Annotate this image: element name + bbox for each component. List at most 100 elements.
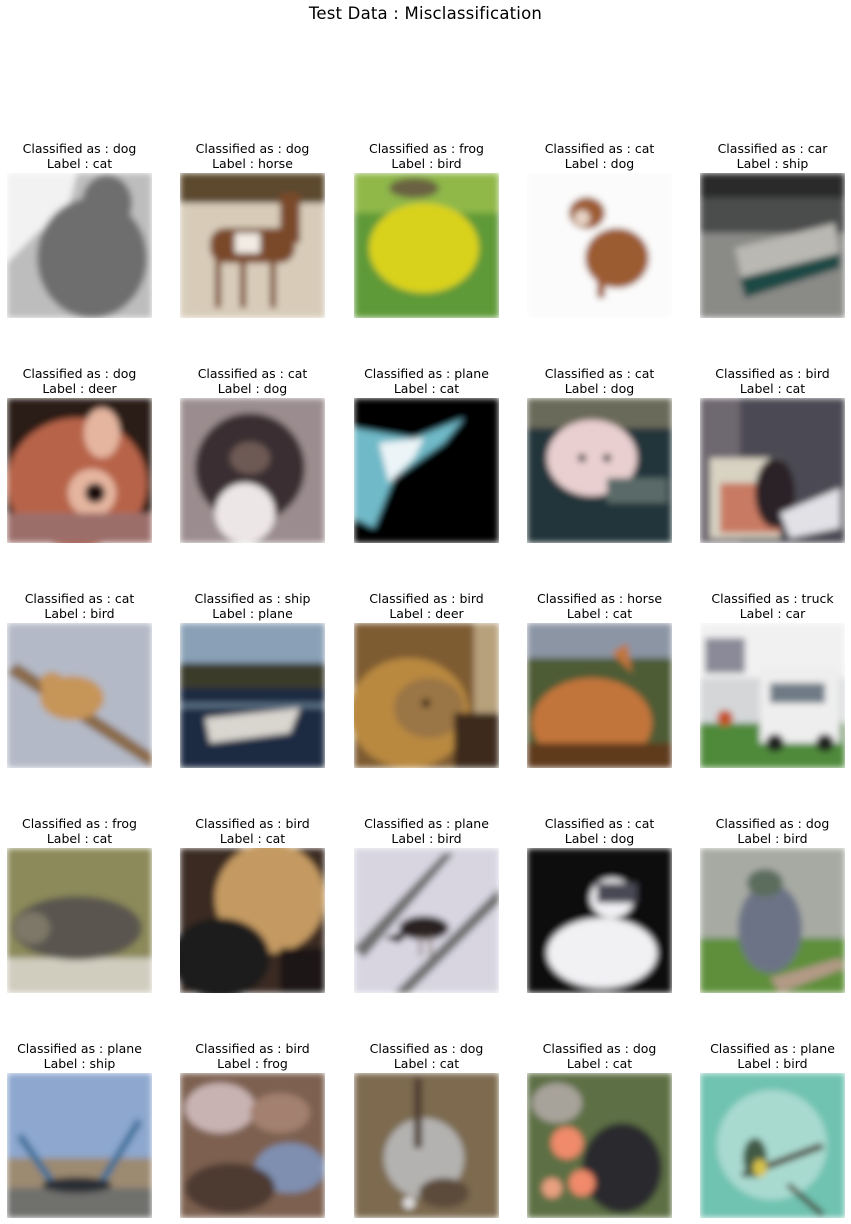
sample-image xyxy=(700,1073,845,1218)
true-label-text: Label : deer xyxy=(389,606,464,621)
thumbnail-caption: Classified as : horse Label : cat xyxy=(507,591,692,621)
classified-as-text: Classified as : bird xyxy=(369,591,484,606)
sample-image xyxy=(7,848,152,993)
true-label-text: Label : plane xyxy=(212,606,293,621)
sample-image xyxy=(700,848,845,993)
sample-image xyxy=(354,623,499,768)
thumbnail-caption: Classified as : bird Label : cat xyxy=(680,366,851,396)
true-label-text: Label : frog xyxy=(217,1056,288,1071)
true-label-text: Label : car xyxy=(739,606,806,621)
classified-as-text: Classified as : plane xyxy=(710,1041,835,1056)
thumbnail-caption: Classified as : bird Label : cat xyxy=(160,816,345,846)
true-label-text: Label : ship xyxy=(736,156,809,171)
thumbnail-caption: Classified as : dog Label : cat xyxy=(0,141,172,171)
classified-as-text: Classified as : bird xyxy=(715,366,830,381)
classified-as-text: Classified as : dog xyxy=(542,1041,657,1056)
classified-as-text: Classified as : cat xyxy=(544,366,655,381)
classified-as-text: Classified as : truck xyxy=(711,591,834,606)
true-label-text: Label : cat xyxy=(566,606,633,621)
sample-image xyxy=(7,398,152,543)
thumbnail-caption: Classified as : dog Label : deer xyxy=(0,366,172,396)
classified-as-text: Classified as : bird xyxy=(195,816,310,831)
sample-image xyxy=(700,623,845,768)
true-label-text: Label : dog xyxy=(564,156,635,171)
true-label-text: Label : dog xyxy=(217,381,288,396)
classified-as-text: Classified as : bird xyxy=(195,1041,310,1056)
thumbnail-caption: Classified as : dog Label : cat xyxy=(334,1041,519,1071)
true-label-text: Label : bird xyxy=(737,1056,808,1071)
classified-as-text: Classified as : cat xyxy=(24,591,135,606)
sample-image xyxy=(7,173,152,318)
figure-title: Test Data : Misclassification xyxy=(308,4,543,23)
classified-as-text: Classified as : cat xyxy=(544,141,655,156)
thumbnail-caption: Classified as : plane Label : ship xyxy=(0,1041,172,1071)
thumbnail-caption: Classified as : cat Label : dog xyxy=(507,816,692,846)
classified-as-text: Classified as : plane xyxy=(17,1041,142,1056)
sample-image xyxy=(527,623,672,768)
thumbnail-caption: Classified as : bird Label : frog xyxy=(160,1041,345,1071)
classified-as-text: Classified as : cat xyxy=(544,816,655,831)
thumbnail-caption: Classified as : dog Label : bird xyxy=(680,816,851,846)
thumbnail-caption: Classified as : cat Label : dog xyxy=(507,366,692,396)
true-label-text: Label : bird xyxy=(44,606,115,621)
thumbnail-caption: Classified as : cat Label : dog xyxy=(160,366,345,396)
classified-as-text: Classified as : car xyxy=(717,141,828,156)
true-label-text: Label : cat xyxy=(46,831,113,846)
true-label-text: Label : cat xyxy=(219,831,286,846)
sample-image xyxy=(180,1073,325,1218)
true-label-text: Label : bird xyxy=(391,831,462,846)
true-label-text: Label : deer xyxy=(42,381,117,396)
true-label-text: Label : dog xyxy=(564,381,635,396)
true-label-text: Label : cat xyxy=(393,1056,460,1071)
thumbnail-caption: Classified as : plane Label : cat xyxy=(334,366,519,396)
classified-as-text: Classified as : frog xyxy=(368,141,484,156)
sample-image xyxy=(180,398,325,543)
classified-as-text: Classified as : dog xyxy=(195,141,310,156)
thumbnail-caption: Classified as : cat Label : dog xyxy=(507,141,692,171)
true-label-text: Label : dog xyxy=(564,831,635,846)
sample-image xyxy=(527,173,672,318)
classified-as-text: Classified as : ship xyxy=(194,591,311,606)
sample-image xyxy=(180,623,325,768)
sample-image xyxy=(180,173,325,318)
classified-as-text: Classified as : cat xyxy=(197,366,308,381)
true-label-text: Label : cat xyxy=(566,1056,633,1071)
thumbnail-caption: Classified as : bird Label : deer xyxy=(334,591,519,621)
true-label-text: Label : cat xyxy=(739,381,806,396)
classified-as-text: Classified as : dog xyxy=(369,1041,484,1056)
true-label-text: Label : cat xyxy=(393,381,460,396)
classified-as-text: Classified as : plane xyxy=(364,366,489,381)
classified-as-text: Classified as : plane xyxy=(364,816,489,831)
classified-as-text: Classified as : horse xyxy=(536,591,663,606)
sample-image xyxy=(527,398,672,543)
classified-as-text: Classified as : frog xyxy=(21,816,137,831)
sample-image xyxy=(700,173,845,318)
true-label-text: Label : cat xyxy=(46,156,113,171)
classified-as-text: Classified as : dog xyxy=(22,366,137,381)
sample-image xyxy=(354,398,499,543)
sample-image xyxy=(354,848,499,993)
thumbnail-caption: Classified as : cat Label : bird xyxy=(0,591,172,621)
thumbnail-caption: Classified as : plane Label : bird xyxy=(680,1041,851,1071)
thumbnail-caption: Classified as : ship Label : plane xyxy=(160,591,345,621)
true-label-text: Label : bird xyxy=(737,831,808,846)
thumbnail-caption: Classified as : plane Label : bird xyxy=(334,816,519,846)
thumbnail-caption: Classified as : car Label : ship xyxy=(680,141,851,171)
sample-image xyxy=(354,1073,499,1218)
true-label-text: Label : ship xyxy=(43,1056,116,1071)
sample-image xyxy=(700,398,845,543)
thumbnail-caption: Classified as : frog Label : bird xyxy=(334,141,519,171)
sample-image xyxy=(527,848,672,993)
thumbnail-caption: Classified as : dog Label : horse xyxy=(160,141,345,171)
sample-image xyxy=(180,848,325,993)
sample-image xyxy=(354,173,499,318)
classified-as-text: Classified as : dog xyxy=(22,141,137,156)
true-label-text: Label : horse xyxy=(212,156,293,171)
thumbnail-caption: Classified as : frog Label : cat xyxy=(0,816,172,846)
thumbnail-caption: Classified as : dog Label : cat xyxy=(507,1041,692,1071)
sample-image xyxy=(527,1073,672,1218)
true-label-text: Label : bird xyxy=(391,156,462,171)
classified-as-text: Classified as : dog xyxy=(715,816,830,831)
sample-image xyxy=(7,623,152,768)
thumbnail-caption: Classified as : truck Label : car xyxy=(680,591,851,621)
